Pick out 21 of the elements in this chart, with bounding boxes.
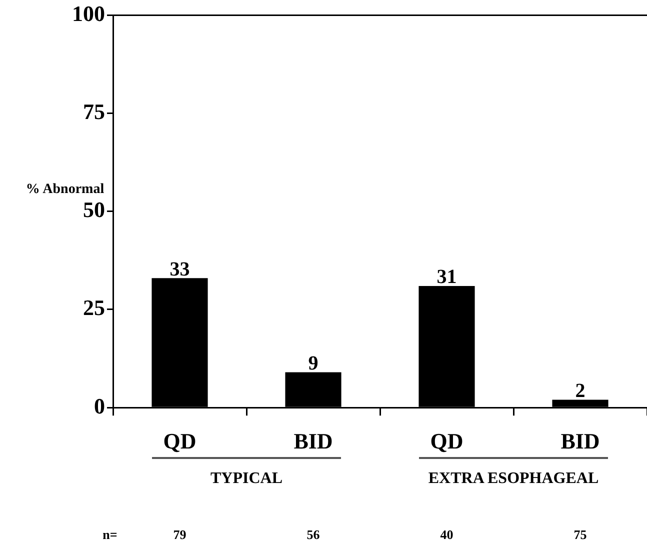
text: TYPICAL: [210, 470, 283, 488]
y-tick-label: 50: [83, 197, 105, 222]
x-tick-label: QD: [163, 428, 196, 454]
y-tick-label: 25: [83, 295, 105, 320]
text: 75: [574, 527, 587, 543]
x-tick-label: BID: [294, 428, 333, 454]
x-tick-label: QD: [430, 428, 464, 454]
text: 56: [306, 527, 320, 543]
y-tick-label: 0: [94, 393, 105, 418]
text: 40: [440, 527, 454, 543]
data-label: 9: [308, 352, 318, 374]
data-label: 33: [170, 258, 190, 280]
text: 79: [173, 527, 186, 543]
y-tick-label: 75: [83, 98, 105, 124]
y-axis-title: % Abnormal: [24, 182, 106, 198]
x-tick-label: BID: [560, 428, 600, 454]
data-label: 31: [436, 266, 457, 288]
text: EXTRA ESOPHAGEAL: [428, 470, 599, 488]
text: n=: [102, 527, 118, 543]
y-tick-label: 100: [72, 0, 105, 26]
data-label: 2: [575, 380, 586, 402]
